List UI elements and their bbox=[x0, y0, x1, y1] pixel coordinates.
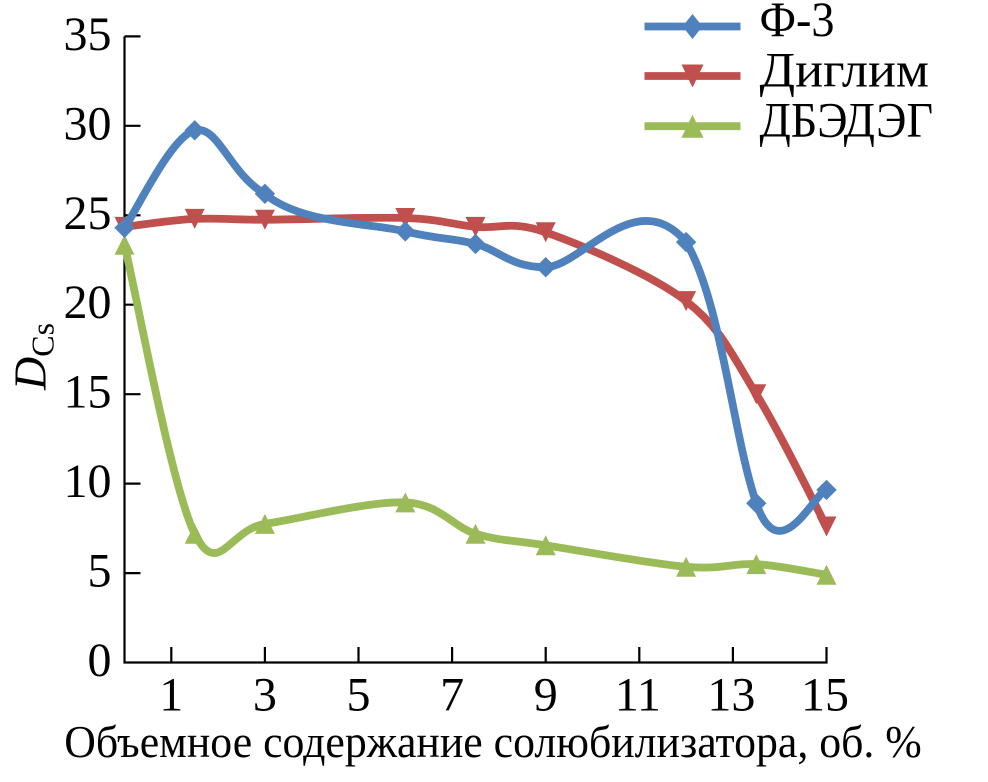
svg-text:3: 3 bbox=[253, 669, 277, 722]
svg-text:7: 7 bbox=[440, 669, 464, 722]
svg-text:1: 1 bbox=[159, 669, 183, 722]
svg-text:ДБЭДЭГ: ДБЭДЭГ bbox=[760, 92, 934, 148]
svg-text:30: 30 bbox=[64, 97, 112, 150]
svg-text:10: 10 bbox=[64, 455, 112, 508]
svg-text:5: 5 bbox=[88, 545, 112, 598]
svg-text:5: 5 bbox=[347, 669, 371, 722]
svg-text:0: 0 bbox=[88, 634, 112, 687]
svg-text:9: 9 bbox=[534, 669, 558, 722]
svg-text:15: 15 bbox=[801, 669, 849, 722]
svg-text:25: 25 bbox=[64, 187, 112, 240]
svg-text:20: 20 bbox=[64, 276, 112, 329]
svg-text:13: 13 bbox=[707, 669, 755, 722]
svg-text:11: 11 bbox=[615, 669, 661, 722]
svg-text:Диглим: Диглим bbox=[760, 42, 930, 98]
svg-text:15: 15 bbox=[64, 366, 112, 419]
svg-text:Объемное содержание солюбилиза: Объемное содержание солюбилизатора, об. … bbox=[64, 716, 922, 767]
svg-text:35: 35 bbox=[64, 8, 112, 61]
svg-text:Ф-3: Ф-3 bbox=[760, 0, 835, 47]
